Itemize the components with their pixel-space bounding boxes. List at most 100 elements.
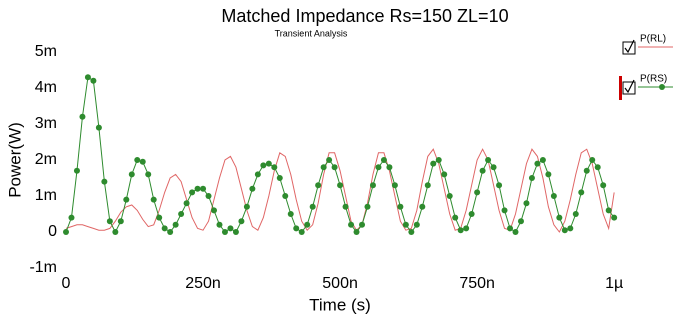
data-point	[408, 229, 415, 235]
data-point	[167, 229, 174, 235]
data-point	[523, 200, 530, 207]
data-point	[90, 77, 97, 84]
data-point	[430, 160, 437, 167]
y-tick-label: 4m	[35, 79, 57, 96]
legend-flag	[619, 76, 622, 100]
data-point	[79, 113, 86, 120]
y-tick-label: 2m	[35, 151, 57, 168]
data-point	[221, 229, 228, 235]
data-point	[485, 157, 492, 163]
data-point	[205, 193, 212, 199]
data-point	[567, 225, 574, 232]
data-point	[380, 157, 387, 163]
legend-check	[624, 79, 635, 94]
x-tick-label: 500n	[322, 275, 358, 292]
data-point	[589, 157, 596, 163]
data-point	[320, 164, 327, 171]
data-point	[260, 162, 267, 169]
data-point	[95, 124, 102, 131]
data-point	[463, 225, 470, 232]
data-point	[287, 211, 294, 217]
legend-checkbox[interactable]	[622, 41, 636, 55]
data-point	[232, 229, 239, 235]
data-point	[243, 203, 250, 210]
data-point	[424, 182, 431, 189]
data-point	[353, 229, 360, 235]
y-tick-label: -1m	[29, 259, 57, 276]
data-point	[556, 214, 563, 221]
data-point	[550, 193, 557, 199]
data-point	[474, 189, 481, 196]
data-point	[507, 225, 514, 232]
data-point	[468, 211, 475, 217]
data-point	[572, 211, 579, 217]
data-point	[304, 221, 311, 228]
data-point	[435, 157, 442, 163]
data-point	[326, 157, 333, 163]
data-point	[276, 175, 283, 181]
data-point	[172, 221, 179, 228]
data-point	[254, 171, 261, 178]
data-point	[364, 203, 371, 210]
data-point	[68, 214, 75, 221]
data-point	[375, 164, 382, 171]
data-point	[145, 171, 152, 178]
data-point	[106, 218, 113, 225]
legend-label: P(RL)	[640, 34, 666, 45]
data-point	[528, 175, 535, 181]
chart-title: Matched Impedance Rs=150 ZL=10	[221, 6, 508, 26]
data-point	[271, 164, 278, 171]
data-point	[156, 214, 163, 221]
data-point	[139, 158, 146, 165]
data-point	[605, 207, 612, 214]
data-point	[391, 182, 398, 189]
y-tick-label: 0	[48, 223, 57, 240]
data-point	[189, 189, 196, 196]
data-point	[496, 182, 503, 189]
y-tick-label: 5m	[35, 43, 57, 60]
chart-subtitle: Transient Analysis	[275, 28, 348, 38]
data-point	[150, 196, 157, 203]
data-point	[539, 157, 546, 163]
data-point	[348, 221, 355, 228]
data-point	[117, 218, 124, 225]
data-point	[216, 221, 223, 228]
data-point	[446, 193, 453, 199]
data-point	[457, 227, 464, 234]
data-point	[200, 185, 207, 192]
data-point	[265, 160, 272, 167]
data-point	[517, 218, 524, 225]
data-point	[183, 200, 190, 207]
data-point	[545, 171, 552, 178]
data-point	[578, 189, 585, 196]
data-point	[84, 74, 91, 81]
data-point	[479, 167, 486, 174]
data-point	[282, 193, 289, 199]
data-point	[194, 185, 201, 192]
legend-checkbox[interactable]	[622, 81, 636, 95]
data-point	[359, 221, 366, 228]
data-point	[369, 182, 376, 189]
data-point	[611, 214, 618, 221]
data-point	[512, 229, 519, 235]
data-point	[600, 182, 607, 189]
data-point	[490, 164, 497, 171]
x-tick-label: 750n	[459, 275, 495, 292]
data-point	[386, 164, 393, 171]
data-point	[441, 171, 448, 178]
data-point	[402, 221, 409, 228]
data-point	[337, 182, 344, 189]
data-point	[128, 171, 135, 178]
data-point	[227, 225, 234, 232]
legend-marker	[659, 84, 665, 90]
legend-label: P(RS)	[640, 74, 667, 85]
data-point	[161, 225, 168, 232]
data-point	[501, 207, 508, 214]
y-axis-label: Power(W)	[5, 122, 24, 198]
data-point	[178, 211, 185, 217]
legend-check	[624, 39, 635, 54]
data-point	[561, 227, 568, 234]
data-point	[112, 229, 119, 235]
